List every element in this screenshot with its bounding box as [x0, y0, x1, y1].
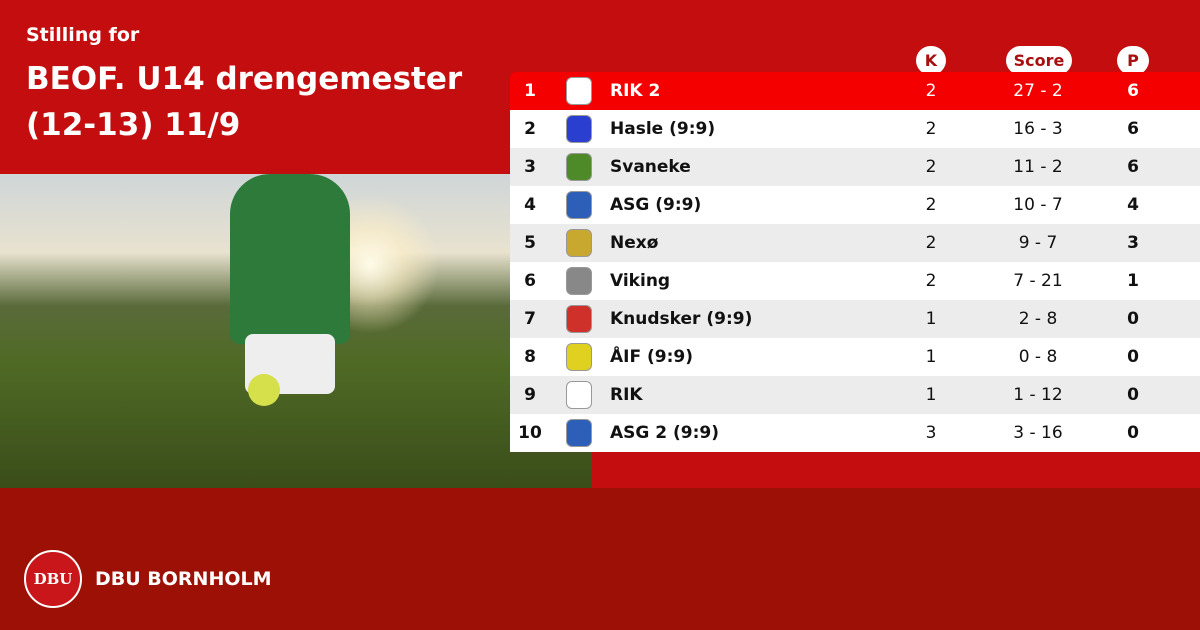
dbu-logo: DBU	[24, 550, 82, 608]
rank: 8	[524, 347, 536, 367]
team-crest-icon	[566, 77, 592, 105]
player	[230, 174, 350, 344]
goal-score: 9 - 7	[1018, 233, 1058, 253]
rank: 1	[524, 81, 536, 101]
matches-played: 2	[925, 195, 937, 215]
goal-score: 7 - 21	[1013, 271, 1063, 291]
matches-played: 2	[925, 157, 937, 177]
team-crest-icon	[566, 191, 592, 219]
team-crest-icon	[566, 305, 592, 333]
rank: 4	[524, 195, 536, 215]
points: 4	[1127, 195, 1139, 215]
table-row[interactable]: 7 Knudsker (9:9) 1 2 - 8 0	[510, 300, 1200, 338]
football	[248, 374, 280, 406]
points: 3	[1127, 233, 1139, 253]
table-row[interactable]: 6 Viking 2 7 - 21 1	[510, 262, 1200, 300]
brand-name: DBU BORNHOLM	[95, 568, 272, 590]
goal-score: 11 - 2	[1013, 157, 1063, 177]
rank: 2	[524, 119, 536, 139]
goal-score: 2 - 8	[1018, 309, 1058, 329]
rank: 7	[524, 309, 536, 329]
goal-score: 3 - 16	[1013, 423, 1063, 443]
matches-played: 2	[925, 271, 937, 291]
table-row[interactable]: 3 Svaneke 2 11 - 2 6	[510, 148, 1200, 186]
table-row[interactable]: 10 ASG 2 (9:9) 3 3 - 16 0	[510, 414, 1200, 452]
team-name: Hasle (9:9)	[610, 119, 716, 139]
team-name: Nexø	[610, 233, 659, 253]
rank: 9	[524, 385, 536, 405]
column-header-k: K	[916, 46, 946, 75]
footer	[0, 488, 1200, 630]
team-crest-icon	[566, 267, 592, 295]
points: 0	[1127, 347, 1139, 367]
team-name: ÅIF (9:9)	[610, 347, 694, 367]
team-name: RIK 2	[610, 81, 661, 101]
rank: 6	[524, 271, 536, 291]
table-row[interactable]: 9 RIK 1 1 - 12 0	[510, 376, 1200, 414]
points: 0	[1127, 423, 1139, 443]
page-title: BEOF. U14 drengemester (12-13) 11/9	[26, 61, 463, 143]
points: 6	[1127, 119, 1139, 139]
goal-score: 27 - 2	[1013, 81, 1063, 101]
column-header-score: Score	[1006, 46, 1072, 75]
points: 0	[1127, 309, 1139, 329]
goal-score: 10 - 7	[1013, 195, 1063, 215]
matches-played: 1	[925, 309, 937, 329]
team-crest-icon	[566, 419, 592, 447]
points: 6	[1127, 157, 1139, 177]
team-name: ASG (9:9)	[610, 195, 702, 215]
table-row[interactable]: 1 RIK 2 2 27 - 2 6	[510, 72, 1200, 110]
column-header-p: P	[1117, 46, 1149, 75]
team-name: Svaneke	[610, 157, 691, 177]
team-crest-icon	[566, 343, 592, 371]
team-name: Knudsker (9:9)	[610, 309, 753, 329]
matches-played: 3	[925, 423, 937, 443]
table-row[interactable]: 5 Nexø 2 9 - 7 3	[510, 224, 1200, 262]
subtitle: Stilling for	[26, 24, 140, 46]
table-row[interactable]: 2 Hasle (9:9) 2 16 - 3 6	[510, 110, 1200, 148]
table-row[interactable]: 4 ASG (9:9) 2 10 - 7 4	[510, 186, 1200, 224]
football-photo	[0, 174, 592, 488]
table-row[interactable]: 8 ÅIF (9:9) 1 0 - 8 0	[510, 338, 1200, 376]
matches-played: 2	[925, 119, 937, 139]
matches-played: 2	[925, 81, 937, 101]
matches-played: 1	[925, 385, 937, 405]
team-name: ASG 2 (9:9)	[610, 423, 720, 443]
matches-played: 1	[925, 347, 937, 367]
points: 0	[1127, 385, 1139, 405]
rank: 10	[518, 423, 542, 443]
team-name: Viking	[610, 271, 671, 291]
goal-score: 0 - 8	[1018, 347, 1058, 367]
team-crest-icon	[566, 115, 592, 143]
points: 6	[1127, 81, 1139, 101]
points: 1	[1127, 271, 1139, 291]
team-crest-icon	[566, 229, 592, 257]
matches-played: 2	[925, 233, 937, 253]
rank: 5	[524, 233, 536, 253]
goal-score: 1 - 12	[1013, 385, 1063, 405]
team-name: RIK	[610, 385, 643, 405]
team-crest-icon	[566, 381, 592, 409]
rank: 3	[524, 157, 536, 177]
team-crest-icon	[566, 153, 592, 181]
goal-score: 16 - 3	[1013, 119, 1063, 139]
